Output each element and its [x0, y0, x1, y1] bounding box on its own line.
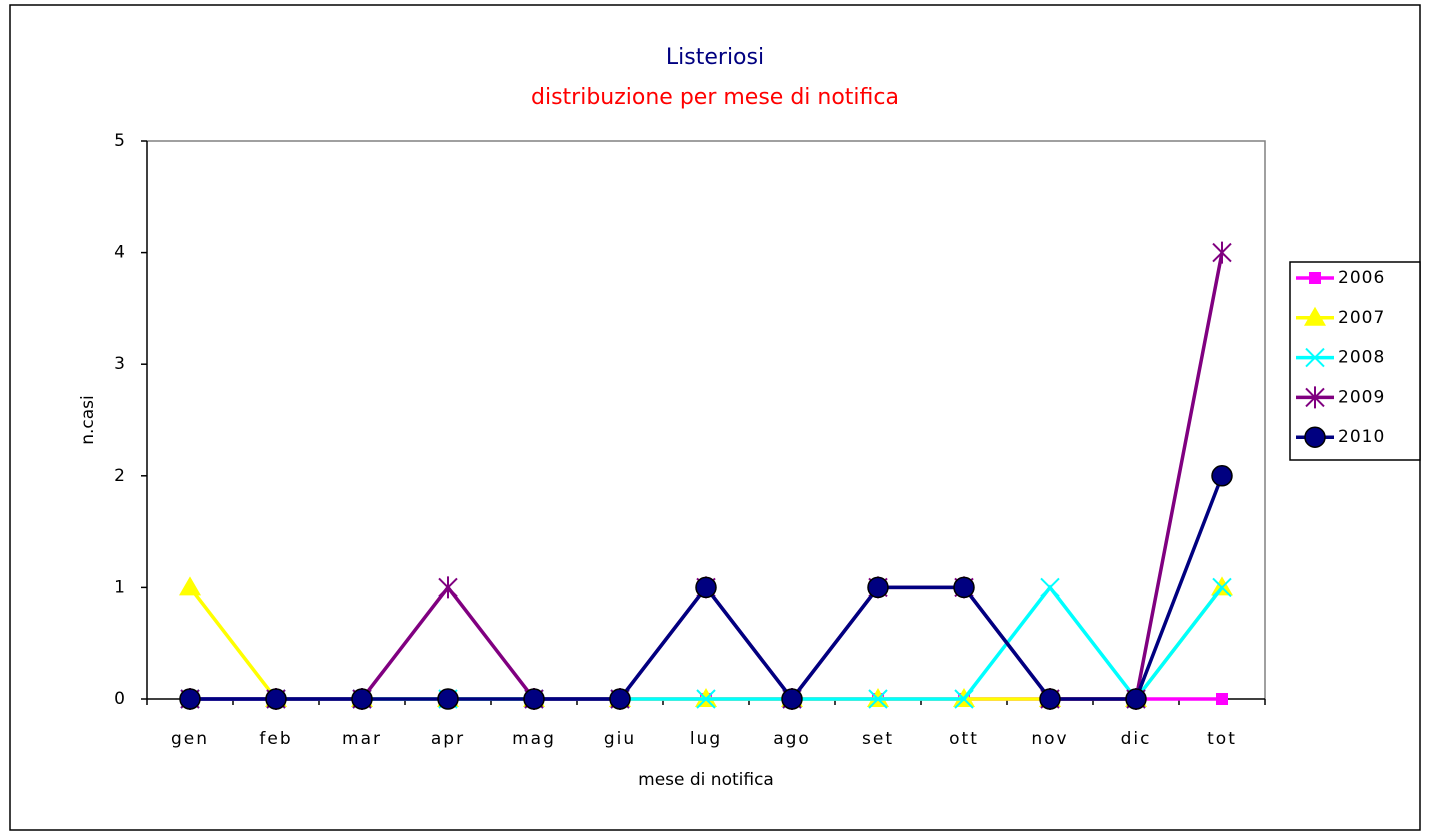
y-axis-label: n.casi: [78, 395, 98, 445]
y-tick-label: 1: [114, 577, 125, 597]
marker: [954, 689, 974, 709]
y-tick-label: 3: [114, 354, 125, 374]
y-tick-label: 4: [114, 243, 125, 263]
x-axis-label: mese di notifica: [638, 770, 774, 790]
marker: [1211, 465, 1233, 487]
marker: [437, 688, 459, 710]
y-tick-label: 0: [114, 689, 125, 709]
chart-frame: [9, 4, 1421, 831]
x-tick-label: giu: [604, 729, 636, 749]
marker: [1309, 272, 1321, 284]
marker: [265, 688, 287, 710]
x-tick-label: nov: [1031, 729, 1068, 749]
x-tick-label: mag: [512, 729, 556, 749]
marker: [179, 576, 201, 596]
legend-label: 2006: [1338, 268, 1385, 288]
marker: [953, 576, 975, 599]
marker: [1212, 241, 1232, 264]
x-tick-label: tot: [1207, 729, 1237, 749]
legend-label: 2010: [1338, 427, 1385, 447]
marker: [609, 688, 631, 710]
marker: [523, 688, 545, 710]
x-tick-label: ago: [773, 729, 811, 749]
marker: [1212, 577, 1232, 598]
marker: [1125, 688, 1147, 710]
legend-label: 2007: [1338, 308, 1385, 328]
marker: [351, 688, 373, 710]
x-tick-label: apr: [431, 729, 465, 749]
marker: [1305, 347, 1325, 368]
marker: [1304, 306, 1326, 326]
marker: [867, 576, 889, 599]
marker: [1216, 693, 1228, 705]
chart-subtitle: distribuzione per mese di notifica: [531, 85, 899, 110]
legend-label: 2009: [1338, 387, 1385, 407]
x-tick-label: gen: [171, 729, 209, 749]
marker: [1040, 577, 1060, 598]
marker: [438, 576, 458, 599]
plot-border: [147, 140, 1266, 699]
chart-title: Listeriosi: [666, 45, 764, 70]
legend-label: 2008: [1338, 348, 1385, 368]
marker: [868, 689, 888, 709]
marker: [695, 576, 717, 599]
x-tick-label: feb: [259, 729, 292, 749]
x-tick-label: set: [862, 729, 894, 749]
marker: [1304, 426, 1326, 448]
marker: [179, 688, 201, 710]
x-tick-label: ott: [949, 729, 979, 749]
marker: [781, 688, 803, 710]
marker: [1305, 386, 1325, 409]
marker: [696, 689, 716, 709]
x-tick-label: dic: [1121, 729, 1152, 749]
x-tick-label: mar: [342, 729, 382, 749]
y-tick-label: 2: [114, 466, 125, 486]
y-tick-label: 5: [114, 131, 125, 151]
marker: [1039, 688, 1061, 710]
marker: [1211, 576, 1233, 596]
x-tick-label: lug: [690, 729, 722, 749]
